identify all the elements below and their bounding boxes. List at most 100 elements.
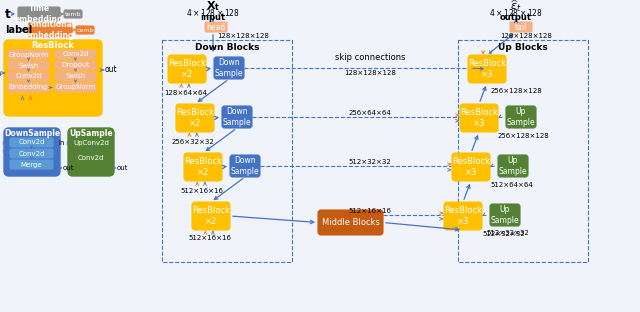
Text: Down
Sample: Down Sample xyxy=(223,107,252,127)
FancyBboxPatch shape xyxy=(214,57,244,79)
Text: 512×16×16: 512×16×16 xyxy=(349,208,392,214)
Text: Embedding: Embedding xyxy=(9,85,48,90)
Text: $\mathbf{X_t}$: $\mathbf{X_t}$ xyxy=(206,0,220,13)
FancyBboxPatch shape xyxy=(222,106,252,128)
Text: $4\times128\times128$: $4\times128\times128$ xyxy=(186,7,240,17)
FancyBboxPatch shape xyxy=(55,61,96,70)
Text: 256×32×32: 256×32×32 xyxy=(172,139,215,145)
Text: out: out xyxy=(117,165,129,171)
FancyBboxPatch shape xyxy=(452,153,490,181)
FancyBboxPatch shape xyxy=(192,202,230,230)
Text: Up
Sample: Up Sample xyxy=(499,156,527,176)
Text: $\widehat{\varepsilon}_t$: $\widehat{\varepsilon}_t$ xyxy=(510,0,522,14)
FancyBboxPatch shape xyxy=(8,83,49,92)
FancyBboxPatch shape xyxy=(55,50,96,59)
Text: out: out xyxy=(63,165,74,171)
Text: 128×128×128: 128×128×128 xyxy=(344,70,396,76)
Bar xyxy=(162,40,292,262)
Text: ResBlock
×3: ResBlock ×3 xyxy=(468,59,506,79)
FancyBboxPatch shape xyxy=(10,138,53,147)
FancyBboxPatch shape xyxy=(73,138,109,147)
Text: Swish: Swish xyxy=(65,74,86,80)
Text: Conv2d: Conv2d xyxy=(78,154,104,160)
Text: Up
Sample: Up Sample xyxy=(491,205,519,225)
FancyBboxPatch shape xyxy=(498,155,528,177)
FancyBboxPatch shape xyxy=(8,50,49,59)
Bar xyxy=(458,40,588,262)
Text: ResBlock
×2: ResBlock ×2 xyxy=(168,59,206,79)
Text: 128×64×64: 128×64×64 xyxy=(164,90,207,96)
FancyBboxPatch shape xyxy=(64,10,82,18)
Text: cemb: cemb xyxy=(76,27,93,32)
Text: in: in xyxy=(0,69,1,77)
FancyBboxPatch shape xyxy=(510,22,532,32)
Text: ResBlock
×3: ResBlock ×3 xyxy=(452,157,490,177)
FancyBboxPatch shape xyxy=(460,104,498,132)
Text: ResBlock
×3: ResBlock ×3 xyxy=(444,206,482,226)
Text: head: head xyxy=(207,22,225,32)
Text: Swish: Swish xyxy=(19,62,38,69)
Text: Down Blocks: Down Blocks xyxy=(195,42,259,51)
Text: UpSample: UpSample xyxy=(69,129,113,139)
FancyBboxPatch shape xyxy=(184,153,222,181)
Text: 512×16×16: 512×16×16 xyxy=(188,235,231,241)
Text: 256×128×128: 256×128×128 xyxy=(498,133,550,139)
Text: input: input xyxy=(200,12,225,22)
FancyBboxPatch shape xyxy=(76,26,94,34)
FancyBboxPatch shape xyxy=(468,55,506,83)
FancyBboxPatch shape xyxy=(8,72,49,81)
Text: 256×64×64: 256×64×64 xyxy=(349,110,392,116)
FancyBboxPatch shape xyxy=(506,106,536,128)
FancyBboxPatch shape xyxy=(444,202,482,230)
Text: Down
Sample: Down Sample xyxy=(214,58,243,78)
Text: 512×32×32: 512×32×32 xyxy=(482,231,525,237)
Text: temb: temb xyxy=(65,12,81,17)
Text: 512×64×64: 512×64×64 xyxy=(490,182,532,188)
Text: Time
embedding: Time embedding xyxy=(15,4,63,24)
FancyBboxPatch shape xyxy=(230,155,260,177)
Text: ResBlock
×2: ResBlock ×2 xyxy=(184,157,222,177)
Text: Merge: Merge xyxy=(20,162,42,168)
FancyBboxPatch shape xyxy=(68,128,114,176)
FancyBboxPatch shape xyxy=(168,55,206,83)
Text: t: t xyxy=(5,7,11,21)
Text: in: in xyxy=(0,148,1,154)
Text: $4\times128\times128$: $4\times128\times128$ xyxy=(489,7,543,17)
Text: ResBlock: ResBlock xyxy=(31,41,74,51)
Text: 512×16×16: 512×16×16 xyxy=(180,188,223,194)
Text: GroupNorm: GroupNorm xyxy=(56,85,95,90)
Text: Up Blocks: Up Blocks xyxy=(498,42,548,51)
Text: out: out xyxy=(105,66,118,75)
FancyBboxPatch shape xyxy=(18,7,60,21)
Text: ResBlock
×2: ResBlock ×2 xyxy=(176,108,214,128)
FancyBboxPatch shape xyxy=(55,72,96,81)
Text: ResBlock
×2: ResBlock ×2 xyxy=(192,206,230,226)
Text: skip connections: skip connections xyxy=(335,53,405,62)
Text: 128×128×128: 128×128×128 xyxy=(500,33,552,39)
FancyBboxPatch shape xyxy=(73,153,109,162)
Text: 128×128×128: 128×128×128 xyxy=(217,33,269,39)
Text: 256×128×128: 256×128×128 xyxy=(491,88,543,94)
Text: Conv2d: Conv2d xyxy=(62,51,89,57)
Text: in: in xyxy=(0,140,1,146)
FancyBboxPatch shape xyxy=(55,83,96,92)
Text: Conv2d: Conv2d xyxy=(19,150,45,157)
FancyBboxPatch shape xyxy=(4,128,60,176)
Text: ResBlock
×3: ResBlock ×3 xyxy=(460,108,498,128)
Text: GroupNorm: GroupNorm xyxy=(8,51,49,57)
FancyBboxPatch shape xyxy=(28,23,72,37)
Text: Conv2d: Conv2d xyxy=(19,139,45,145)
Text: Middle Blocks: Middle Blocks xyxy=(321,218,380,227)
FancyBboxPatch shape xyxy=(205,22,227,32)
Text: Conditional
embedding: Conditional embedding xyxy=(25,20,75,40)
FancyBboxPatch shape xyxy=(8,61,49,70)
Text: Dropout: Dropout xyxy=(61,62,90,69)
Text: tail: tail xyxy=(515,22,527,32)
Text: Down
Sample: Down Sample xyxy=(230,156,259,176)
FancyBboxPatch shape xyxy=(490,204,520,226)
FancyBboxPatch shape xyxy=(10,149,53,158)
Text: UpConv2d: UpConv2d xyxy=(73,139,109,145)
FancyBboxPatch shape xyxy=(176,104,214,132)
Text: in: in xyxy=(58,140,65,146)
Text: DownSample: DownSample xyxy=(4,129,60,139)
